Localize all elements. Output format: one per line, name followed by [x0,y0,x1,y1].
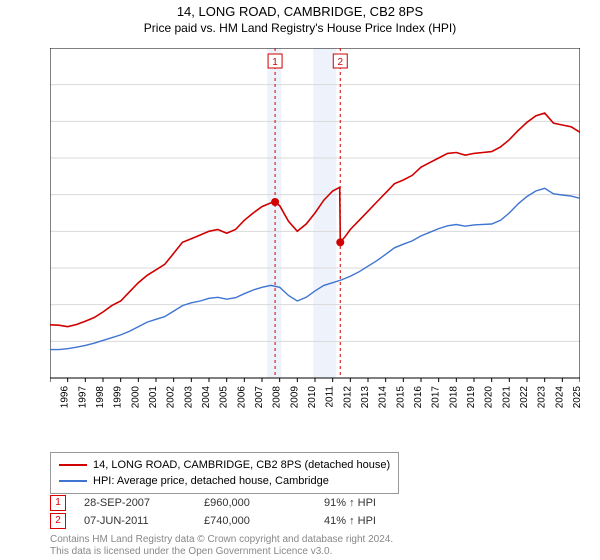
svg-text:1998: 1998 [95,386,106,409]
legend-swatch [59,464,87,466]
svg-text:2018: 2018 [448,386,459,409]
svg-text:1995: 1995 [50,386,53,409]
footer-line1: Contains HM Land Registry data © Crown c… [50,534,393,546]
svg-text:2000: 2000 [130,386,141,409]
legend-label: HPI: Average price, detached house, Camb… [93,475,329,487]
sale-price: £740,000 [204,515,324,527]
legend-swatch [59,480,87,482]
svg-text:1997: 1997 [77,386,88,409]
svg-text:2017: 2017 [431,386,442,409]
svg-text:2019: 2019 [466,386,477,409]
sale-date: 07-JUN-2011 [84,515,204,527]
svg-text:2021: 2021 [501,386,512,409]
svg-text:2005: 2005 [219,386,230,409]
title-subtitle: Price paid vs. HM Land Registry's House … [0,21,600,35]
footer: Contains HM Land Registry data © Crown c… [50,534,393,558]
sale-date: 28-SEP-2007 [84,497,204,509]
svg-text:2009: 2009 [289,386,300,409]
sale-pct: 91% ↑ HPI [324,497,424,509]
svg-text:2023: 2023 [537,386,548,409]
svg-text:2025: 2025 [572,386,580,409]
svg-text:2011: 2011 [325,386,336,408]
sale-row: 2 07-JUN-2011 £740,000 41% ↑ HPI [50,512,424,530]
title-address: 14, LONG ROAD, CAMBRIDGE, CB2 8PS [0,4,600,19]
svg-text:1996: 1996 [60,386,71,409]
chart-area: £0£200K£400K£600K£800K£1M£1.2M£1.4M£1.6M… [50,48,580,418]
svg-text:2020: 2020 [484,386,495,409]
sale-row: 1 28-SEP-2007 £960,000 91% ↑ HPI [50,494,424,512]
legend-label: 14, LONG ROAD, CAMBRIDGE, CB2 8PS (detac… [93,459,390,471]
legend: 14, LONG ROAD, CAMBRIDGE, CB2 8PS (detac… [50,452,399,494]
svg-text:2003: 2003 [183,386,194,409]
svg-text:2006: 2006 [236,386,247,409]
svg-text:2: 2 [337,57,343,68]
svg-text:2014: 2014 [378,386,389,409]
sales-table: 1 28-SEP-2007 £960,000 91% ↑ HPI 2 07-JU… [50,494,424,530]
svg-text:2010: 2010 [307,386,318,409]
svg-text:2004: 2004 [201,386,212,409]
svg-text:1: 1 [272,57,278,68]
svg-text:2007: 2007 [254,386,265,409]
sale-marker-icon: 2 [50,513,66,529]
sale-price: £960,000 [204,497,324,509]
svg-text:2002: 2002 [166,386,177,409]
svg-text:1999: 1999 [113,386,124,409]
line-chart: £0£200K£400K£600K£800K£1M£1.2M£1.4M£1.6M… [50,48,580,418]
svg-text:2024: 2024 [554,386,565,409]
sale-marker-icon: 1 [50,495,66,511]
sale-pct: 41% ↑ HPI [324,515,424,527]
svg-text:2015: 2015 [395,386,406,409]
legend-item: HPI: Average price, detached house, Camb… [59,473,390,489]
svg-text:2001: 2001 [148,386,159,409]
svg-text:2016: 2016 [413,386,424,409]
svg-text:2012: 2012 [342,386,353,409]
svg-text:2008: 2008 [272,386,283,409]
svg-text:2013: 2013 [360,386,371,409]
svg-text:2022: 2022 [519,386,530,409]
legend-item: 14, LONG ROAD, CAMBRIDGE, CB2 8PS (detac… [59,457,390,473]
chart-container: 14, LONG ROAD, CAMBRIDGE, CB2 8PS Price … [0,0,600,560]
footer-line2: This data is licensed under the Open Gov… [50,546,393,558]
title-block: 14, LONG ROAD, CAMBRIDGE, CB2 8PS Price … [0,0,600,35]
